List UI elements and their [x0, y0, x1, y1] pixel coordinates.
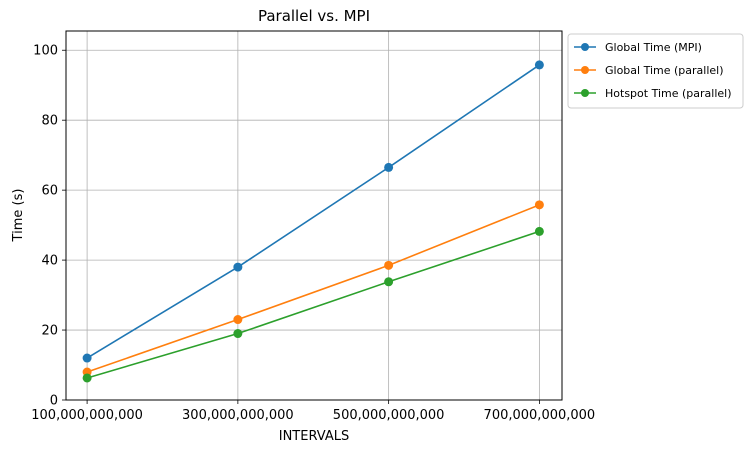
data-point	[233, 329, 243, 339]
legend-box	[567, 33, 744, 109]
legend-marker	[581, 43, 589, 51]
data-point	[534, 60, 544, 70]
data-point	[233, 262, 243, 272]
data-point	[233, 315, 243, 325]
data-point	[384, 277, 394, 287]
series-line	[86, 204, 540, 373]
data-point	[82, 373, 92, 383]
y-axis: 0 20 40 60 80 100	[33, 44, 66, 409]
legend-label: Global Time (MPI)	[605, 41, 702, 54]
data-point	[534, 226, 544, 236]
y-tick-label: 40	[41, 254, 58, 269]
y-tick-label: 20	[41, 324, 58, 339]
series-0	[82, 60, 544, 363]
y-axis-title: Time (s)	[11, 189, 26, 243]
y-tick-label: 0	[50, 394, 58, 409]
legend-label: Hotspot Time (parallel)	[605, 87, 732, 100]
x-axis-title: INTERVALS	[279, 429, 349, 444]
legend-label: Global Time (parallel)	[605, 64, 724, 77]
legend-marker	[581, 89, 589, 97]
y-tick-label: 60	[41, 184, 58, 199]
grid-lines	[66, 31, 562, 401]
series-1	[82, 200, 544, 377]
data-point	[534, 200, 544, 210]
chart-title: Parallel vs. MPI	[258, 7, 370, 25]
legend: Global Time (MPI) Global Time (parallel) H…	[567, 33, 744, 109]
legend-marker	[581, 66, 589, 74]
x-tick-label: 100,000,000,000	[31, 408, 143, 423]
series-line	[86, 64, 540, 359]
x-tick-label: 500,000,000,000	[333, 408, 445, 423]
plot-area-frame	[65, 30, 563, 401]
data-point	[82, 353, 92, 363]
x-axis: 100,000,000,000 300,000,000,000 500,000,00…	[31, 400, 595, 423]
x-tick-label: 700,000,000,000	[484, 408, 596, 423]
series-line	[86, 230, 540, 379]
data-point	[384, 162, 394, 172]
y-tick-label: 80	[41, 114, 58, 129]
x-tick-label: 300,000,000,000	[182, 408, 294, 423]
y-tick-label: 100	[33, 44, 58, 59]
data-point	[384, 260, 394, 270]
series-2	[82, 226, 544, 383]
series-layer	[82, 60, 544, 383]
